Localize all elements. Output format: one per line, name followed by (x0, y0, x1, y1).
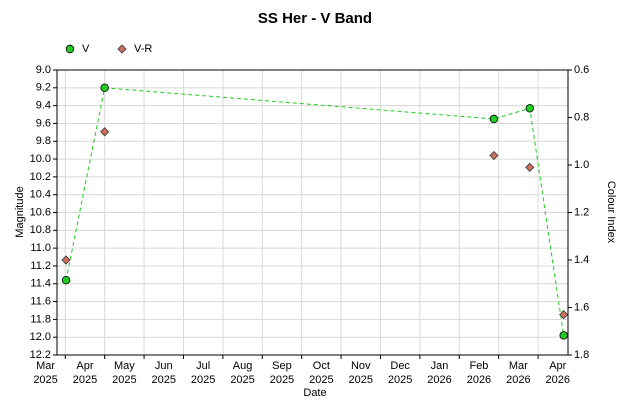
y2-tick-label: 0.8 (574, 111, 589, 123)
legend-label: V-R (134, 43, 152, 55)
series-line (65, 87, 565, 336)
y2-tick-label: 1.4 (574, 254, 589, 266)
legend-marker (65, 44, 75, 54)
legend-marker (117, 44, 127, 54)
y-tick-label: 11.0 (30, 242, 51, 254)
y-tick-label: 12.2 (30, 349, 51, 361)
y-tick-label: 10.6 (30, 206, 51, 218)
y2-tick-label: 0.6 (574, 64, 589, 76)
point (559, 331, 568, 340)
point (489, 114, 499, 124)
y-tick-label: 9.8 (36, 135, 51, 147)
legend-label: V (82, 43, 90, 55)
x-tick-label: Apr 2026 (545, 360, 570, 386)
point (525, 162, 535, 172)
y-tick-label: 11.6 (30, 295, 51, 307)
y-tick-label: 9.0 (36, 64, 51, 76)
x-tick-label: Oct 2025 (309, 360, 334, 386)
y2-tick-label: 1.2 (574, 206, 589, 218)
y-tick-label: 9.2 (36, 82, 51, 94)
x-tick-label: Jun 2025 (151, 360, 176, 386)
x-tick-label: Mar 2026 (506, 360, 531, 386)
y-tick-label: 9.4 (36, 100, 51, 112)
y-tick-label: 10.2 (30, 171, 51, 183)
x-tick-label: Feb 2026 (466, 360, 492, 386)
x-tick-label: Jan 2026 (427, 360, 452, 386)
y-tick-label: 11.8 (30, 313, 51, 325)
point (559, 310, 569, 320)
point (100, 83, 109, 93)
y-tick-label: 10.4 (30, 189, 51, 201)
y-tick-label: 12.0 (30, 331, 51, 343)
y2-tick-label: 1.6 (574, 301, 589, 313)
point (525, 104, 534, 113)
y2-axis-label: Colour Index (605, 181, 617, 244)
y2-tick-label: 1.0 (574, 159, 589, 171)
y-tick-label: 11.2 (30, 260, 51, 272)
x-tick-label: Jul 2025 (190, 360, 216, 386)
point (100, 127, 110, 137)
point (489, 150, 499, 161)
point (61, 255, 71, 265)
x-tick-label: Sep 2025 (269, 360, 295, 386)
x-tick-label: Apr 2025 (72, 360, 98, 386)
x-axis-label: Date (303, 387, 326, 399)
x-tick-label: Aug 2025 (230, 360, 255, 386)
x-tick-label: May 2025 (112, 360, 137, 386)
y-tick-label: 10.0 (30, 153, 51, 165)
y-tick-label: 11.4 (30, 278, 51, 290)
x-tick-label: Dec 2025 (387, 360, 413, 386)
chart-title: SS Her - V Band (258, 10, 372, 27)
y-tick-label: 9.6 (36, 117, 51, 129)
y2-tick-label: 1.8 (574, 349, 589, 361)
y-tick-label: 10.8 (30, 224, 51, 236)
plot-frame (56, 69, 569, 356)
x-tick-label: Mar 2025 (33, 360, 58, 386)
y-axis-label: Magnitude (14, 186, 26, 237)
point (61, 275, 71, 285)
x-tick-label: Nov 2025 (348, 360, 373, 386)
